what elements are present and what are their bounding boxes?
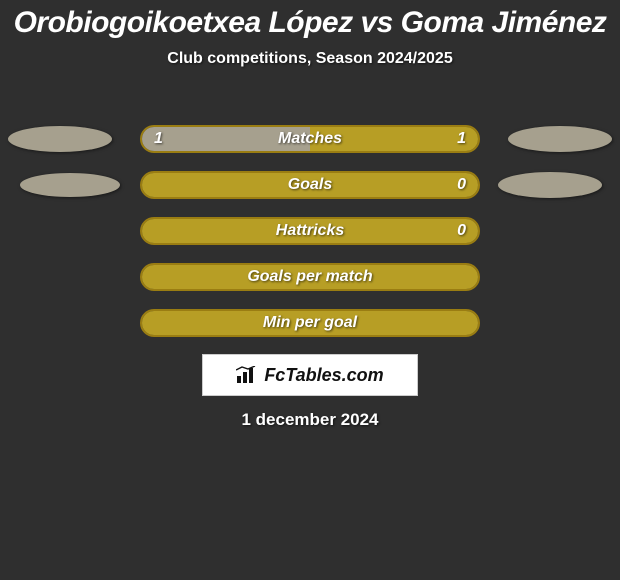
stat-row: Min per goal xyxy=(0,300,620,346)
stat-rows: Matches 1 1 Goals 0 Hattricks 0 Goals per match… xyxy=(0,116,620,346)
comparison-infographic: Orobiogoikoetxea López vs Goma Jiménez C… xyxy=(0,0,620,580)
stat-value-right: 1 xyxy=(457,130,466,148)
stat-row: Matches 1 1 xyxy=(0,116,620,162)
stat-value-left: 1 xyxy=(154,130,163,148)
stat-bar: Matches 1 1 xyxy=(140,125,480,153)
subtitle: Club competitions, Season 2024/2025 xyxy=(0,50,620,68)
stat-label: Min per goal xyxy=(263,314,357,332)
stat-row: Goals per match xyxy=(0,254,620,300)
stat-bar: Goals per match xyxy=(140,263,480,291)
stat-label: Matches xyxy=(278,130,342,148)
stat-label: Hattricks xyxy=(276,222,344,240)
left-ellipse xyxy=(8,126,112,152)
stat-bar: Goals 0 xyxy=(140,171,480,199)
stat-label: Goals per match xyxy=(247,268,372,286)
date-line: 1 december 2024 xyxy=(0,410,620,430)
stat-row: Hattricks 0 xyxy=(0,208,620,254)
stat-bar: Min per goal xyxy=(140,309,480,337)
left-ellipse xyxy=(20,173,120,197)
chart-bars-icon xyxy=(236,366,258,384)
brand-text: FcTables.com xyxy=(264,365,383,386)
right-ellipse xyxy=(498,172,602,198)
stat-row: Goals 0 xyxy=(0,162,620,208)
page-title: Orobiogoikoetxea López vs Goma Jiménez xyxy=(0,0,620,40)
brand-box: FcTables.com xyxy=(202,354,418,396)
stat-value-right: 0 xyxy=(457,176,466,194)
right-ellipse xyxy=(508,126,612,152)
stat-label: Goals xyxy=(288,176,332,194)
stat-value-right: 0 xyxy=(457,222,466,240)
stat-bar: Hattricks 0 xyxy=(140,217,480,245)
